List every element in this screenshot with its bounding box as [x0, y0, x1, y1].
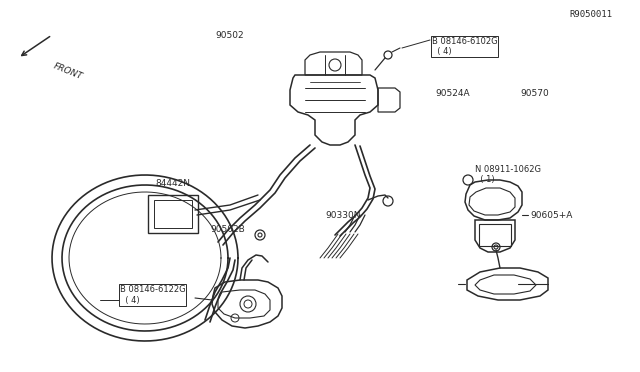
Text: 90524A: 90524A	[435, 89, 470, 97]
Text: 84442N: 84442N	[155, 179, 190, 188]
Text: N 08911-1062G
  ( 1): N 08911-1062G ( 1)	[475, 165, 541, 185]
Text: B 08146-6122G
  ( 4): B 08146-6122G ( 4)	[120, 285, 186, 305]
Text: 90502B: 90502B	[210, 225, 244, 234]
Text: 90330N: 90330N	[325, 211, 360, 219]
Bar	[154, 200, 192, 228]
Bar	[148, 195, 198, 233]
Text: 90502: 90502	[216, 31, 244, 39]
Text: FRONT: FRONT	[52, 62, 84, 82]
Text: 90570: 90570	[520, 89, 548, 97]
Text: B 08146-6102G
  ( 4): B 08146-6102G ( 4)	[432, 37, 498, 57]
Bar	[479, 224, 511, 246]
Text: 90605+A: 90605+A	[530, 211, 572, 219]
Text: R9050011: R9050011	[569, 10, 612, 19]
